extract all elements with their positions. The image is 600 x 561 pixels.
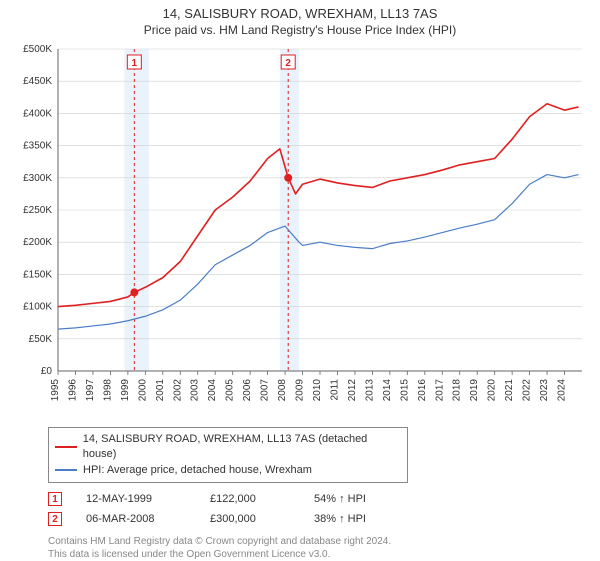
transaction-price: £300,000 (210, 513, 290, 525)
svg-text:2005: 2005 (225, 379, 236, 402)
transaction-row: 1 12-MAY-1999 £122,000 54% ↑ HPI (48, 489, 590, 509)
svg-text:1998: 1998 (102, 379, 113, 402)
svg-text:£300K: £300K (23, 173, 52, 184)
legend-label: HPI: Average price, detached house, Wrex… (83, 463, 312, 478)
svg-text:1995: 1995 (50, 379, 61, 402)
svg-text:2003: 2003 (190, 379, 201, 402)
legend-swatch (55, 446, 77, 448)
svg-text:2018: 2018 (452, 379, 463, 402)
svg-text:£150K: £150K (23, 269, 52, 280)
svg-text:2016: 2016 (417, 379, 428, 402)
svg-text:2017: 2017 (434, 379, 445, 402)
transaction-delta: 54% ↑ HPI (314, 493, 366, 505)
transaction-date: 12-MAY-1999 (86, 493, 186, 505)
svg-text:£350K: £350K (23, 141, 52, 152)
transaction-table: 1 12-MAY-1999 £122,000 54% ↑ HPI 2 06-MAR-200… (48, 489, 590, 529)
legend-swatch (55, 469, 77, 471)
svg-text:1996: 1996 (67, 379, 78, 402)
svg-text:£500K: £500K (23, 44, 52, 55)
svg-text:2008: 2008 (277, 379, 288, 402)
svg-text:2007: 2007 (260, 379, 271, 402)
svg-text:2021: 2021 (504, 379, 515, 402)
legend-row: HPI: Average price, detached house, Wrex… (55, 463, 401, 478)
line-chart: £0 £50K £100K £150K £200K £250K £300K £350K £400… (10, 41, 590, 421)
svg-text:£450K: £450K (23, 76, 52, 87)
marker-number: 1 (48, 492, 62, 506)
svg-text:2015: 2015 (399, 379, 410, 402)
svg-text:£100K: £100K (23, 302, 52, 313)
svg-text:2000: 2000 (137, 379, 148, 402)
svg-text:2020: 2020 (487, 379, 498, 402)
chart-container: 14, SALISBURY ROAD, WREXHAM, LL13 7AS Pr… (0, 0, 600, 560)
svg-text:£0: £0 (41, 366, 53, 377)
svg-text:2: 2 (285, 58, 291, 69)
svg-text:2010: 2010 (312, 379, 323, 402)
footnote: Contains HM Land Registry data © Crown c… (48, 535, 590, 561)
svg-text:2006: 2006 (242, 379, 253, 402)
transaction-price: £122,000 (210, 493, 290, 505)
svg-text:2013: 2013 (364, 379, 375, 402)
svg-text:£50K: £50K (29, 334, 53, 345)
footnote-line: This data is licensed under the Open Gov… (48, 548, 590, 561)
svg-text:£200K: £200K (23, 237, 52, 248)
svg-text:£250K: £250K (23, 205, 52, 216)
svg-text:£400K: £400K (23, 108, 52, 119)
svg-text:2004: 2004 (207, 379, 218, 402)
page-title: 14, SALISBURY ROAD, WREXHAM, LL13 7AS (10, 6, 590, 21)
transaction-row: 2 06-MAR-2008 £300,000 38% ↑ HPI (48, 509, 590, 529)
svg-text:2009: 2009 (295, 379, 306, 402)
svg-text:2011: 2011 (329, 379, 340, 401)
legend-row: 14, SALISBURY ROAD, WREXHAM, LL13 7AS (d… (55, 432, 401, 463)
svg-text:2023: 2023 (539, 379, 550, 402)
svg-text:1999: 1999 (120, 379, 131, 402)
svg-text:2014: 2014 (382, 379, 393, 402)
svg-text:2019: 2019 (469, 379, 480, 402)
svg-text:2002: 2002 (172, 379, 183, 402)
svg-text:2022: 2022 (522, 379, 533, 402)
transaction-date: 06-MAR-2008 (86, 513, 186, 525)
svg-text:2001: 2001 (155, 379, 166, 402)
footnote-line: Contains HM Land Registry data © Crown c… (48, 535, 590, 548)
chart-area: £0 £50K £100K £150K £200K £250K £300K £350K £400… (10, 41, 590, 421)
svg-text:2024: 2024 (557, 379, 568, 402)
svg-text:2012: 2012 (347, 379, 358, 402)
legend: 14, SALISBURY ROAD, WREXHAM, LL13 7AS (d… (48, 427, 408, 483)
legend-label: 14, SALISBURY ROAD, WREXHAM, LL13 7AS (d… (83, 432, 401, 463)
page-subtitle: Price paid vs. HM Land Registry's House … (10, 23, 590, 37)
marker-number: 2 (48, 512, 62, 526)
svg-text:1: 1 (132, 58, 138, 69)
transaction-delta: 38% ↑ HPI (314, 513, 366, 525)
svg-text:1997: 1997 (85, 379, 96, 402)
